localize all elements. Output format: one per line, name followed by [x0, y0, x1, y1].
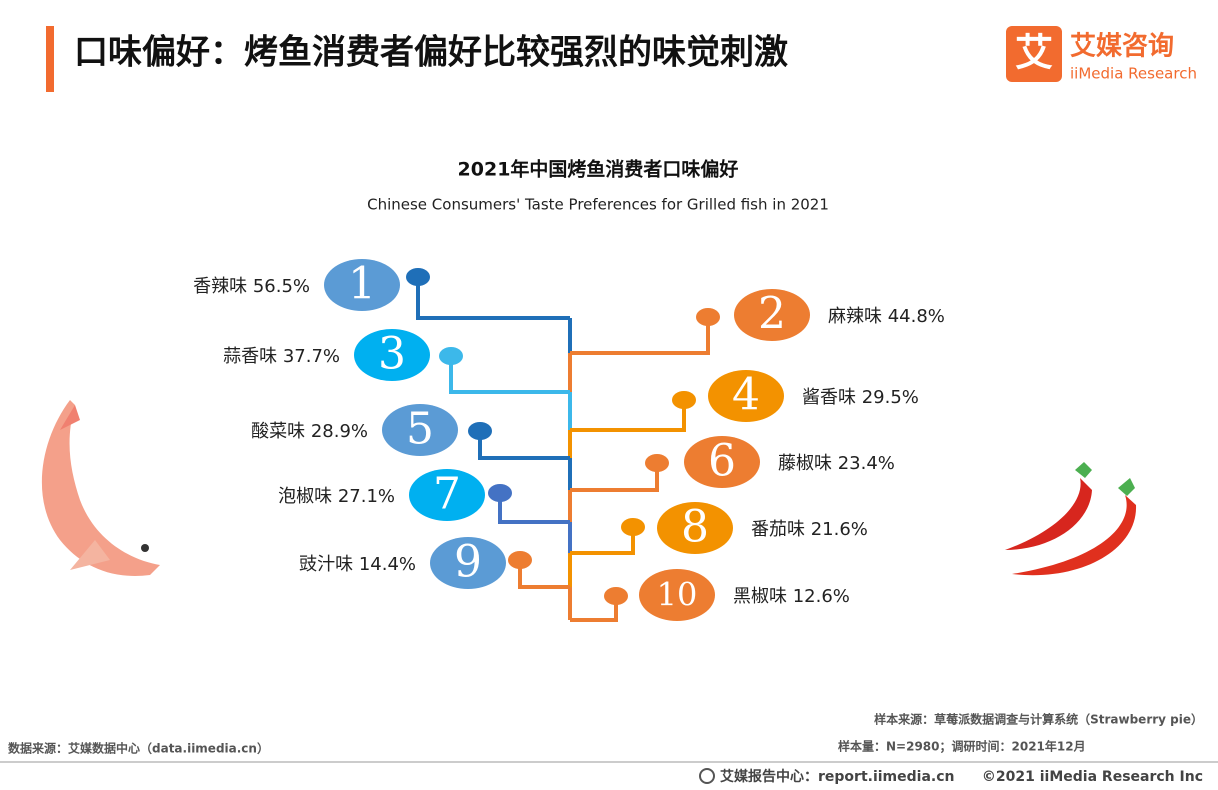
connector-dot — [439, 347, 463, 365]
rank-number: 9 — [454, 537, 482, 588]
connector-dot — [621, 518, 645, 536]
logo-en: iiMedia Research — [1070, 65, 1197, 83]
connector-dot — [488, 484, 512, 502]
rank-badge — [324, 259, 400, 311]
taste-label: 泡椒味 27.1% — [278, 486, 395, 507]
logo-mark: 艾 — [1015, 31, 1053, 75]
rank-badge — [708, 370, 784, 422]
connector — [570, 463, 659, 492]
taste-label: 豉汁味 14.4% — [299, 554, 416, 575]
taste-label: 酸菜味 28.9% — [251, 421, 368, 442]
rank-badge — [639, 569, 715, 621]
taste-label: 番茄味 21.6% — [751, 519, 868, 540]
data-source: 数据来源：艾媒数据中心（data.iimedia.cn） — [8, 741, 269, 756]
rank-badge — [734, 289, 810, 341]
rank-number: 7 — [433, 469, 461, 520]
rank-number: 3 — [378, 329, 406, 380]
connector — [416, 277, 570, 320]
rank-number: 4 — [732, 370, 760, 421]
copyright: ©2021 iiMedia Research Inc — [982, 769, 1203, 785]
rank-number: 6 — [708, 436, 736, 487]
preference-tree: 1 香辣味 56.5% 2 麻辣味 44.8% 3 蒜香味 37.7% 4 酱香味 29.5%… — [193, 259, 945, 622]
taste-label: 香辣味 56.5% — [193, 276, 310, 297]
connector-dot — [406, 268, 430, 286]
chart-subtitle: Chinese Consumers' Taste Preferences for… — [367, 196, 829, 214]
rank-badge — [409, 469, 485, 521]
title-bar — [46, 26, 54, 92]
site: 艾媒报告中心：report.iimedia.cn — [720, 768, 955, 785]
connector-dot — [508, 551, 532, 569]
taste-label: 蒜香味 37.7% — [223, 346, 340, 367]
logo-cn: 艾媒咨询 — [1070, 31, 1174, 62]
rank-number: 2 — [758, 289, 786, 340]
taste-label: 酱香味 29.5% — [802, 387, 919, 408]
connector-dot — [468, 422, 492, 440]
rank-badge — [430, 537, 506, 589]
rank-badge — [684, 436, 760, 488]
taste-label: 麻辣味 44.8% — [828, 306, 945, 327]
connector-dot — [604, 587, 628, 605]
connector-dot — [696, 308, 720, 326]
rank-badge — [354, 329, 430, 381]
connector — [449, 356, 570, 394]
taste-label: 黑椒味 12.6% — [733, 586, 850, 607]
peppers — [1005, 462, 1137, 576]
connector — [498, 493, 570, 524]
chart-title: 2021年中国烤鱼消费者口味偏好 — [458, 158, 739, 181]
rank-badge — [382, 404, 458, 456]
page-title: 口味偏好：烤鱼消费者偏好比较强烈的味觉刺激 — [74, 33, 788, 73]
rank-badge — [657, 502, 733, 554]
sample-source: 样本来源：草莓派数据调查与计算系统（Strawberry pie） — [874, 712, 1203, 727]
logo-box — [1006, 26, 1062, 82]
rank-number: 10 — [657, 576, 698, 614]
connector-dot — [645, 454, 669, 472]
connector-dot — [672, 391, 696, 409]
rank-number: 5 — [406, 404, 434, 455]
rank-number: 1 — [348, 259, 376, 310]
taste-label: 藤椒味 23.4% — [778, 453, 895, 474]
connector — [570, 400, 686, 432]
fish — [41, 400, 160, 576]
site-icon — [699, 768, 715, 784]
connector — [570, 317, 710, 355]
connector — [478, 431, 570, 460]
sample-size: 样本量：N=2980；调研时间：2021年12月 — [838, 739, 1086, 754]
rank-number: 8 — [681, 502, 709, 553]
